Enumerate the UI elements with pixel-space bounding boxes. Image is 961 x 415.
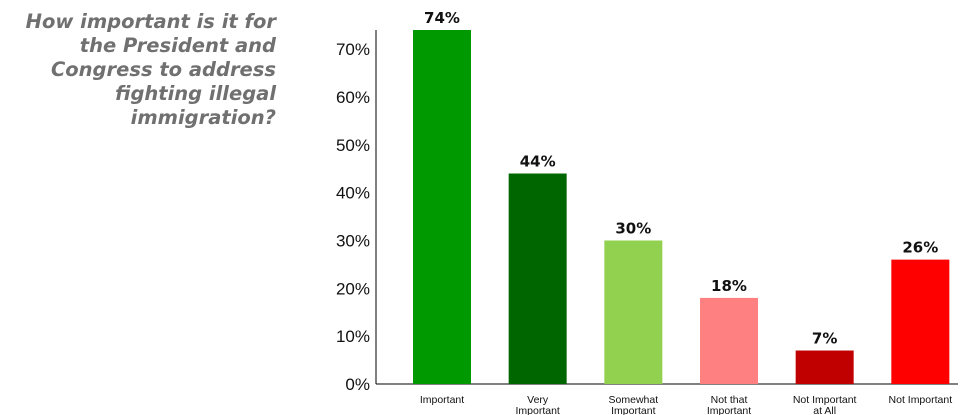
bar [508, 173, 567, 384]
category-label: Not that Important [707, 394, 751, 415]
category-labels: Important Very Important Somewhat Important N… [420, 394, 952, 415]
chart-question: How important is it for the President an… [25, 10, 276, 129]
category-label: Not Important [889, 394, 953, 406]
category-label: Not Important at All [793, 394, 857, 415]
bar [604, 240, 663, 384]
y-tick-label: 60% [336, 88, 370, 107]
y-tick-label: 0% [345, 375, 370, 394]
data-label: 74% [424, 9, 460, 27]
bar [795, 350, 854, 384]
category-label: Very Important [515, 394, 559, 415]
y-tick-label: 50% [336, 136, 370, 155]
bars [413, 30, 950, 384]
category-label: Important [420, 394, 464, 406]
bar [413, 30, 471, 384]
y-tick-label: 70% [336, 40, 370, 59]
data-label: 30% [615, 219, 651, 237]
data-label: 44% [520, 153, 556, 171]
y-tick-label: 30% [336, 231, 370, 250]
data-label: 18% [711, 277, 747, 295]
data-labels: 74% 44% 30% 18% 7% 26% [424, 9, 938, 348]
data-label: 26% [902, 239, 938, 257]
y-tick-label: 10% [336, 327, 370, 346]
data-label: 7% [812, 330, 837, 348]
y-tick-label: 40% [336, 184, 370, 203]
category-label: Somewhat Important [609, 394, 659, 415]
y-axis: 0% 10% 20% 30% 40% 50% 60% 70% [336, 30, 958, 394]
bar [891, 259, 950, 384]
bar [700, 297, 758, 384]
y-tick-label: 20% [336, 279, 370, 298]
